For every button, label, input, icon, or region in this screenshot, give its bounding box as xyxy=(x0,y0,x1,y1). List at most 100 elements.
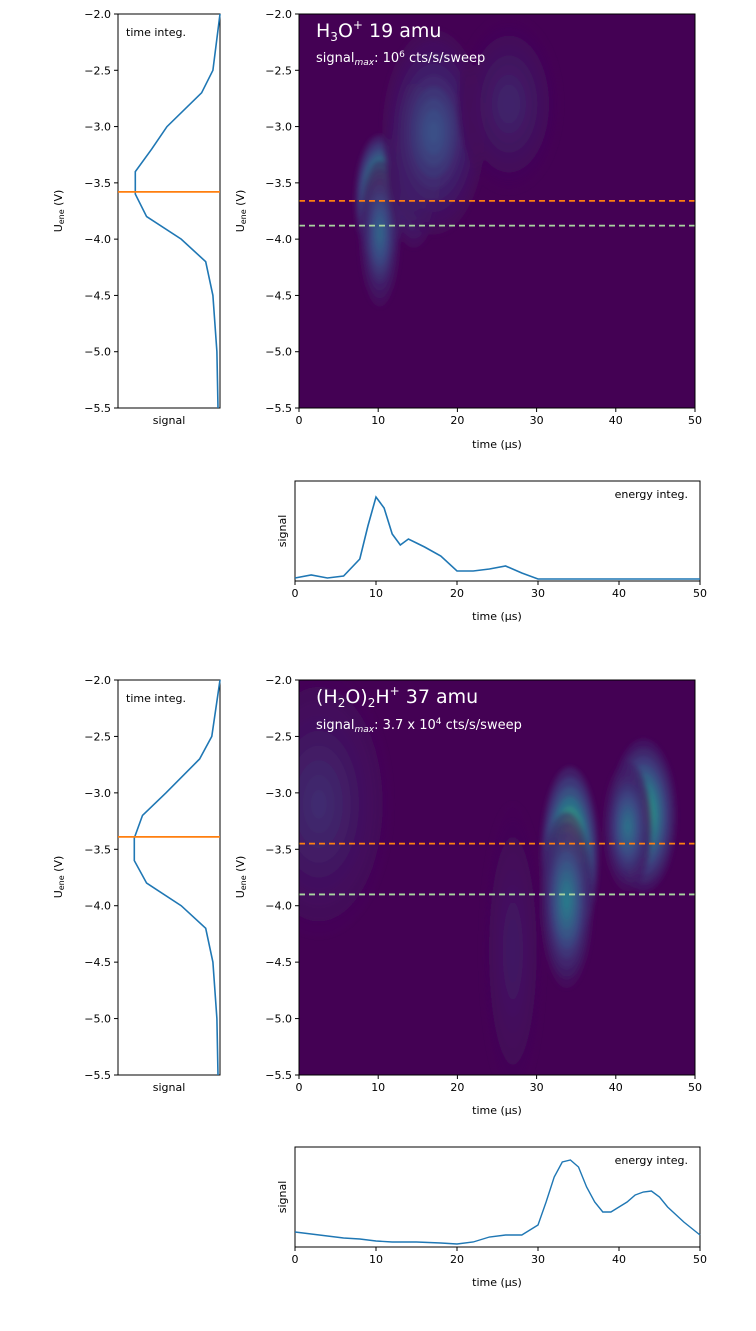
panel-top: time integ. −2.0 −2.5 −3.0 −3.5 −4.0 −4.5 −5.0… xyxy=(52,8,707,623)
y-tick-label: −5.0 xyxy=(265,1013,292,1026)
energy-integ-x-axis-label: time (µs) xyxy=(472,1276,522,1289)
heatmap-x-axis-label: time (µs) xyxy=(472,438,522,451)
time-integ-curve xyxy=(133,679,221,1076)
heatmap-x-ticks: 0 10 20 30 40 50 xyxy=(296,408,702,427)
x-tick-label: 30 xyxy=(530,1081,544,1094)
y-tick-label: −3.0 xyxy=(265,787,292,800)
x-tick-label: 10 xyxy=(369,587,383,600)
x-tick-label: 0 xyxy=(296,414,303,427)
heatmap-blob xyxy=(299,680,391,937)
y-tick-label: −4.0 xyxy=(265,233,292,246)
heatmap-blob xyxy=(539,812,594,989)
heatmap-blob-layer xyxy=(509,934,517,968)
heatmap-x-ticks: 0 10 20 30 40 50 xyxy=(296,1075,702,1094)
heatmap-blob-layer xyxy=(427,120,440,144)
heatmap-blob xyxy=(382,29,486,235)
y-tick-label: −5.0 xyxy=(84,1013,111,1026)
heatmap-y-ticks: −2.0 −2.5 −3.0 −3.5 −4.0 −4.5 −5.0 −5.5 xyxy=(265,674,299,1082)
time-integ-x-axis-label: signal xyxy=(153,1081,186,1094)
heatmap-signal-max: signalmax: 3.7 x 104 cts/s/sweep xyxy=(316,717,522,735)
heatmap-y-ticks: −2.0 −2.5 −3.0 −3.5 −4.0 −4.5 −5.0 −5.5 xyxy=(265,8,299,415)
energy-integ-y-axis-label: signal xyxy=(276,1181,289,1214)
energy-integ-plot-bottom: energy integ. 0 10 20 30 40 50 time (µs) sign… xyxy=(276,1146,707,1289)
energy-integ-x-axis-label: time (µs) xyxy=(472,610,522,623)
energy-integ-label: energy integ. xyxy=(615,488,688,501)
x-tick-label: 20 xyxy=(450,1253,464,1266)
x-tick-label: 30 xyxy=(531,1253,545,1266)
time-integ-y-axis-label: Uene (V) xyxy=(52,190,66,233)
heatmap-x-axis-label: time (µs) xyxy=(472,1104,522,1117)
y-tick-label: −4.5 xyxy=(265,956,292,969)
x-tick-label: 0 xyxy=(296,1081,303,1094)
heatmap-blob-layer xyxy=(503,94,515,114)
energy-integ-x-ticks: 0 10 20 30 40 50 xyxy=(292,581,707,600)
heatmap-guide-lines xyxy=(299,199,695,227)
y-tick-label: −2.0 xyxy=(265,674,292,687)
y-tick-label: −2.5 xyxy=(265,64,292,77)
y-tick-label: −4.0 xyxy=(84,900,111,913)
x-tick-label: 20 xyxy=(450,414,464,427)
time-integ-y-ticks: −2.0 −2.5 −3.0 −3.5 −4.0 −4.5 −5.0 −5.5 xyxy=(84,674,118,1082)
heatmap-frame xyxy=(298,679,696,1076)
y-tick-label: −2.0 xyxy=(84,8,111,21)
heatmap-top: 0 10 20 30 40 50 −2.0 −2.5 −3.0 −3.5 −4.0 −4.5 −5.0… xyxy=(234,8,702,451)
x-tick-label: 50 xyxy=(688,1081,702,1094)
y-tick-label: −5.0 xyxy=(265,346,292,359)
x-tick-label: 40 xyxy=(612,587,626,600)
y-tick-label: −3.0 xyxy=(84,121,111,134)
energy-integ-y-axis-label: signal xyxy=(276,515,289,548)
y-tick-label: −5.5 xyxy=(265,1069,292,1082)
x-tick-label: 50 xyxy=(688,414,702,427)
heatmap-y-axis-label: Uene (V) xyxy=(234,856,248,899)
y-tick-label: −3.0 xyxy=(265,121,292,134)
x-tick-label: 0 xyxy=(292,1253,299,1266)
heatmap-blob-layer xyxy=(310,789,327,819)
x-tick-label: 20 xyxy=(450,1081,464,1094)
time-integ-y-axis-label: Uene (V) xyxy=(52,856,66,899)
y-tick-label: −3.0 xyxy=(84,787,111,800)
y-tick-label: −4.0 xyxy=(265,900,292,913)
x-tick-label: 10 xyxy=(371,1081,385,1094)
y-tick-label: −2.5 xyxy=(265,730,292,743)
time-integ-curve xyxy=(134,13,221,409)
y-tick-label: −4.5 xyxy=(84,956,111,969)
y-tick-label: −3.5 xyxy=(84,177,111,190)
x-tick-label: 50 xyxy=(693,1253,707,1266)
y-tick-label: −2.5 xyxy=(84,64,111,77)
heatmap-blob xyxy=(457,16,561,192)
heatmap-blob-layer xyxy=(377,225,383,242)
y-tick-label: −4.5 xyxy=(265,289,292,302)
y-tick-label: −2.0 xyxy=(84,674,111,687)
y-tick-label: −3.5 xyxy=(265,177,292,190)
y-tick-label: −4.5 xyxy=(84,289,111,302)
time-integ-frame xyxy=(117,679,221,1076)
heatmap-title: (H2O)2H+ 37 amu xyxy=(316,684,478,710)
panel-bottom: time integ. −2.0 −2.5 −3.0 −3.5 −4.0 −4.5 −5.0… xyxy=(52,674,707,1289)
time-integ-frame xyxy=(117,13,221,409)
heatmap-blob xyxy=(602,762,653,892)
x-tick-label: 10 xyxy=(369,1253,383,1266)
y-tick-label: −5.5 xyxy=(84,402,111,415)
energy-integ-curve xyxy=(294,495,700,580)
energy-integ-plot-top: energy integ. 0 10 20 30 40 50 time (µs) sign… xyxy=(276,480,707,623)
heatmap-frame xyxy=(298,13,696,409)
heatmap-blob-layer xyxy=(624,819,631,834)
y-tick-label: −5.5 xyxy=(265,402,292,415)
y-tick-label: −3.5 xyxy=(84,843,111,856)
x-tick-label: 0 xyxy=(292,587,299,600)
time-integ-plot-bottom: time integ. −2.0 −2.5 −3.0 −3.5 −4.0 −4.5 −5.0… xyxy=(52,674,221,1094)
heatmap-blob xyxy=(481,804,544,1075)
y-tick-label: −5.5 xyxy=(84,1069,111,1082)
time-integ-label: time integ. xyxy=(126,692,186,705)
x-tick-label: 30 xyxy=(530,414,544,427)
heatmap-blob-layer xyxy=(563,890,570,910)
energy-integ-label: energy integ. xyxy=(615,1154,688,1167)
time-integ-plot-top: time integ. −2.0 −2.5 −3.0 −3.5 −4.0 −4.5 −5.0… xyxy=(52,8,221,427)
heatmap-intensity xyxy=(355,16,561,307)
energy-integ-frame xyxy=(294,480,701,582)
heatmap-title: H3O+ 19 amu xyxy=(316,18,441,44)
x-tick-label: 40 xyxy=(612,1253,626,1266)
y-tick-label: −3.5 xyxy=(265,843,292,856)
heatmap-bottom: 0 10 20 30 40 50 −2.0 −2.5 −3.0 −3.5 −4.0 −4.5 −5.0… xyxy=(234,674,702,1117)
